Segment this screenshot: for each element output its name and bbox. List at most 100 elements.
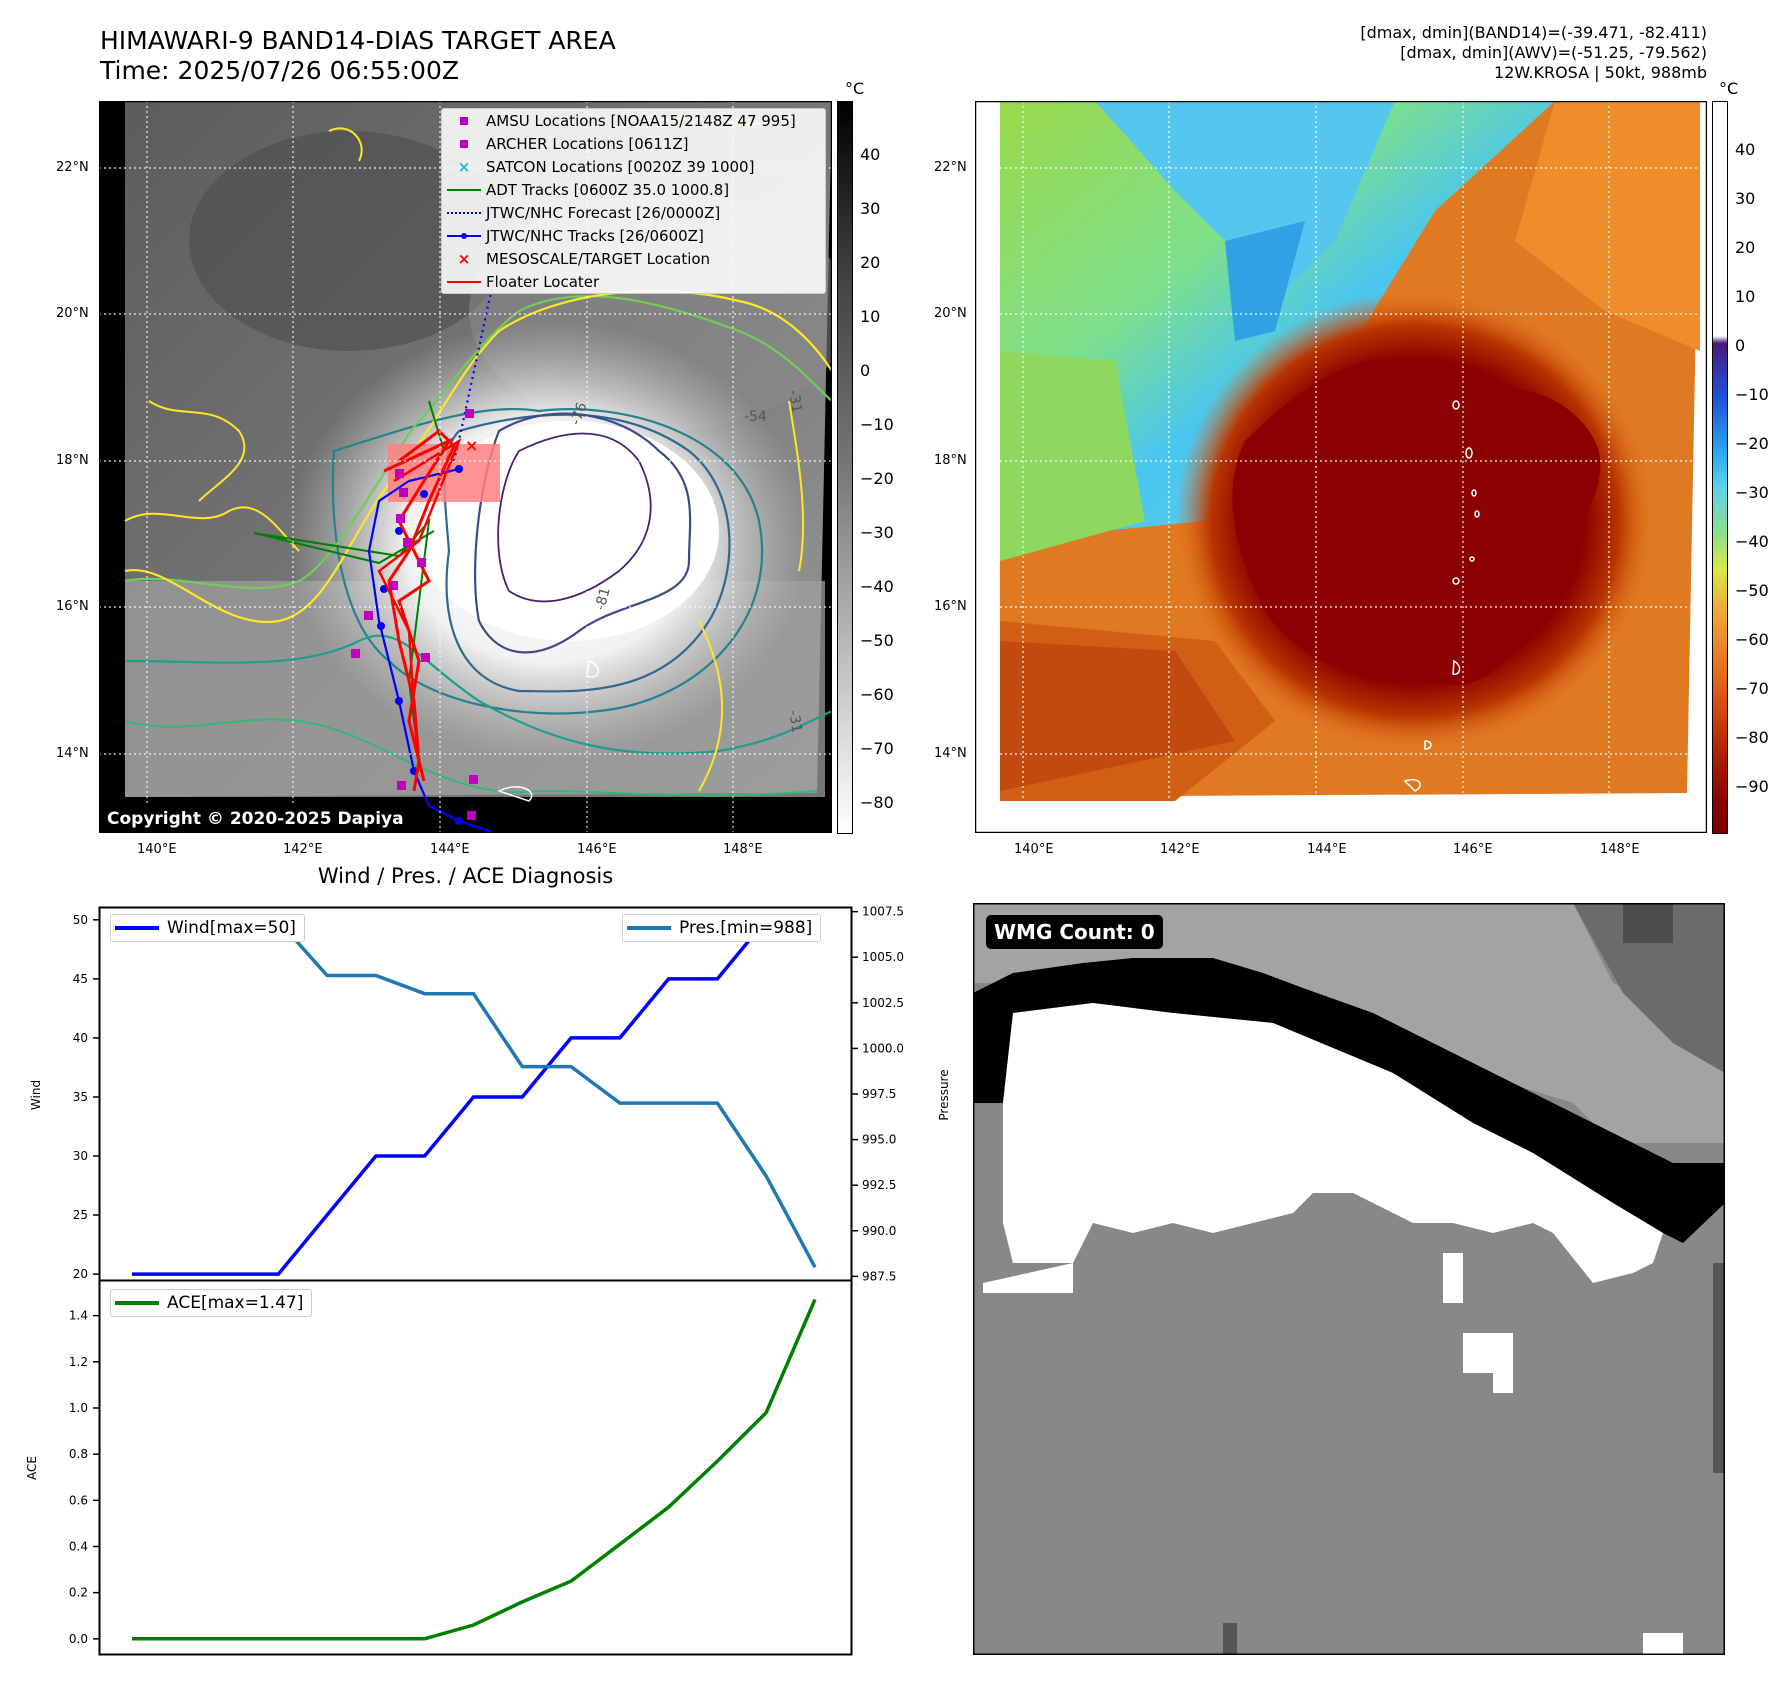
colorbar-tick: −90 (1735, 777, 1769, 796)
tick-label: 20 (73, 1267, 88, 1281)
color-map-panel (974, 100, 1708, 834)
tick-label: 992.5 (862, 1178, 896, 1192)
lat-label: 14°N (56, 746, 89, 761)
pressure-legend: Pres.[min=988] (622, 914, 822, 942)
wind-series-line (132, 918, 815, 1276)
colorbar-tick: 0 (860, 361, 871, 380)
tick-label: 1002.5 (862, 996, 904, 1010)
lat-label: 22°N (934, 160, 967, 175)
tick-label: 0.6 (69, 1493, 88, 1507)
tick-label: 995.0 (862, 1133, 896, 1147)
tick-label: 1.2 (69, 1355, 88, 1369)
colorbar-tick: −20 (860, 469, 894, 488)
colorbar-tick: −50 (860, 631, 894, 650)
colorbar-tick: 30 (1735, 189, 1756, 208)
legend-item-forecast: JTWC/NHC Forecast [26/0000Z] (442, 201, 825, 224)
map-time: Time: 2025/07/26 06:55:00Z (100, 56, 459, 85)
colorbar-tick: −80 (1735, 728, 1769, 747)
colorbar-tick: −60 (860, 685, 894, 704)
lat-label: 16°N (56, 599, 89, 614)
legend-item-tracks: JTWC/NHC Tracks [26/0600Z] (442, 224, 825, 247)
ace-legend: ACE[max=1.47] (110, 1289, 313, 1317)
contour-label: -54 (744, 409, 767, 425)
tick-label: 35 (73, 1090, 88, 1104)
tick-label: 1.0 (69, 1401, 88, 1415)
blue-line-icon (115, 926, 159, 930)
lat-label: 16°N (934, 599, 967, 614)
pressure-series-line (132, 919, 817, 1269)
colorbar-tick: 40 (860, 145, 881, 164)
wind-legend: Wind[max=50] (110, 914, 305, 942)
colorbar-tick: 30 (860, 199, 881, 218)
lat-label: 18°N (56, 453, 89, 468)
tick-label: 997.5 (862, 1087, 896, 1101)
wmg-image (972, 902, 1726, 1656)
colorbar-tick: −50 (1735, 581, 1769, 600)
tick-label: 40 (73, 1031, 88, 1045)
colorbar-tick: −30 (1735, 483, 1769, 502)
colorbar-tick: −10 (1735, 385, 1769, 404)
steelblue-line-icon (627, 926, 671, 930)
blue-dotted-line-icon (442, 203, 486, 223)
legend-item-amsu: AMSU Locations [NOAA15/2148Z 47 995] (442, 109, 825, 132)
colorbar-tick: 0 (1735, 336, 1746, 355)
lon-label: 144°E (430, 842, 470, 857)
contour-label: -31 (785, 709, 805, 734)
tick-label: 987.5 (862, 1269, 896, 1283)
contour-label: -31 (785, 389, 805, 414)
contour-label: -76 (568, 400, 591, 427)
map-title: HIMAWARI-9 BAND14-DIAS TARGET AREA (100, 26, 616, 55)
copyright: Copyright © 2020-2025 Dapiya (101, 806, 410, 832)
colorbar-unit: °C (845, 79, 865, 98)
tick-label: 45 (73, 972, 88, 986)
color-colorbar (1712, 101, 1728, 834)
info-storm: 12W.KROSA | 50kt, 988mb (1494, 63, 1707, 82)
colorbar-unit: °C (1719, 79, 1739, 98)
gray-colorbar (837, 101, 853, 834)
magenta-square-icon (442, 111, 486, 131)
lat-label: 20°N (56, 306, 89, 321)
colorbar-tick: −80 (860, 793, 894, 812)
tick-label: 990.0 (862, 1224, 896, 1238)
diagnosis-title: Wind / Pres. / ACE Diagnosis (317, 864, 614, 888)
legend-item-target: × MESOSCALE/TARGET Location (442, 247, 825, 270)
lon-label: 146°E (1453, 842, 1493, 857)
legend-item-floater: Floater Locater (442, 270, 825, 293)
magenta-square-icon (442, 134, 486, 154)
lon-label: 140°E (137, 842, 177, 857)
tick-label: 25 (73, 1208, 88, 1222)
tick-label: 1000.0 (862, 1041, 904, 1055)
colorbar-tick: −60 (1735, 630, 1769, 649)
tick-label: 30 (73, 1149, 88, 1163)
wmg-panel: WMG Count: 0 (972, 902, 1726, 1656)
info-awv: [dmax, dmin](AWV)=(-51.25, -79.562) (1400, 43, 1707, 62)
lat-label: 20°N (934, 306, 967, 321)
tick-label: 0.8 (69, 1447, 88, 1461)
red-line-icon (442, 272, 486, 292)
lon-label: 144°E (1307, 842, 1347, 857)
legend-item-adt: ADT Tracks [0600Z 35.0 1000.8] (442, 178, 825, 201)
svg-text:×: × (465, 436, 478, 455)
map-legend: AMSU Locations [NOAA15/2148Z 47 995] ARC… (441, 108, 826, 294)
colorbar-tick: 10 (1735, 287, 1756, 306)
pressure-axis: 987.5 990.0 992.5 995.0 997.5 1000.0 1002.5 100… (852, 905, 904, 1283)
color-map (974, 100, 1708, 834)
lon-label: 142°E (1160, 842, 1200, 857)
tick-label: 1005.0 (862, 950, 904, 964)
green-line-icon (442, 180, 486, 200)
green-line-icon (115, 1301, 159, 1305)
wind-axis: 20 25 30 35 40 45 50 (73, 913, 99, 1281)
lat-label: 18°N (934, 453, 967, 468)
tick-label: 50 (73, 913, 88, 927)
lat-label: 22°N (56, 160, 89, 175)
red-x-icon: × (457, 249, 471, 268)
ace-axis-label: ACE (25, 1456, 39, 1480)
colorbar-tick: −10 (860, 415, 894, 434)
wmg-count-badge: WMG Count: 0 (986, 915, 1163, 949)
colorbar-tick: −20 (1735, 434, 1769, 453)
colorbar-tick: −70 (1735, 679, 1769, 698)
tick-label: 1007.5 (862, 905, 904, 919)
diagnosis-chart: 20 25 30 35 40 45 50 987.5 990.0 992.5 995.0 997.5… (25, 905, 951, 1656)
info-band14: [dmax, dmin](BAND14)=(-39.471, -82.411) (1360, 23, 1707, 42)
contour-label: -81 (592, 586, 613, 612)
